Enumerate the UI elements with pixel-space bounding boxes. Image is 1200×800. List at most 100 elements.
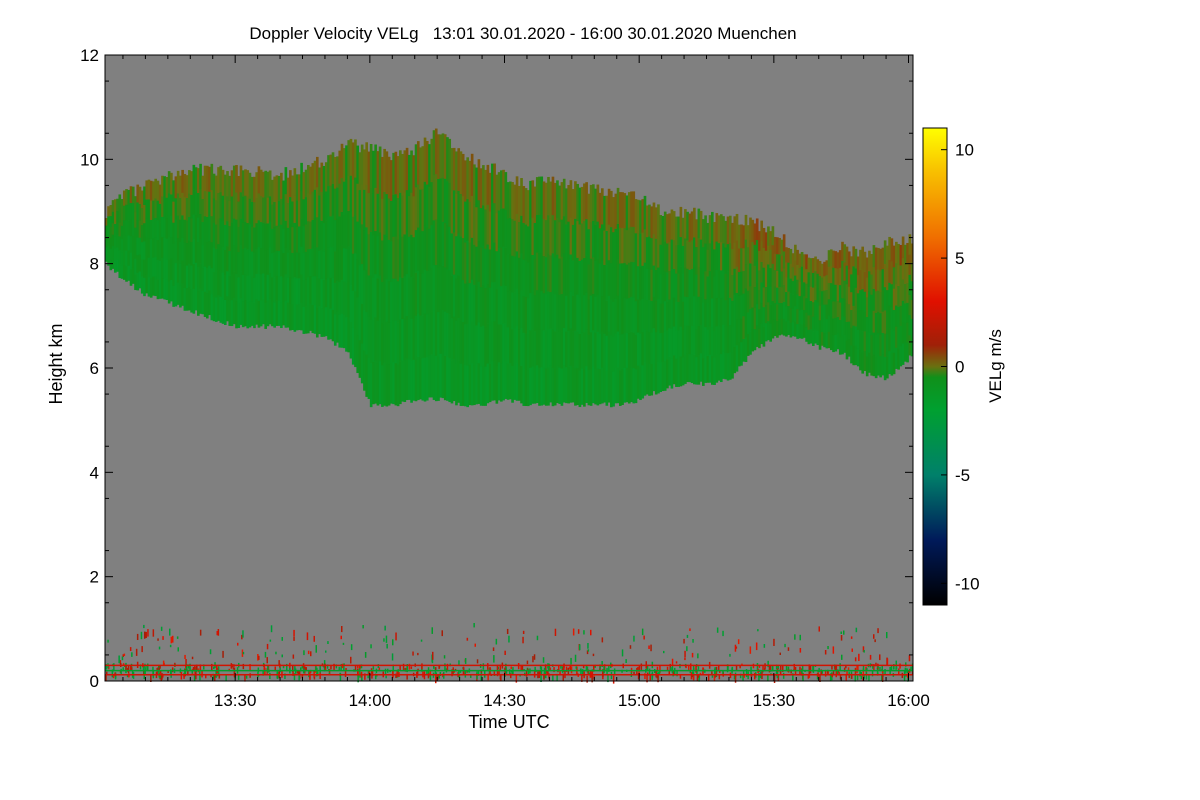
cloud-cell — [351, 216, 355, 254]
cloud-cell — [347, 140, 351, 176]
cloud-cell — [829, 299, 833, 317]
surface-echo — [119, 660, 122, 665]
cloud-cell — [403, 276, 407, 319]
cloud-cell — [149, 239, 153, 259]
surface-echo — [350, 656, 352, 664]
cloud-cell — [145, 199, 149, 219]
cloud-cell — [259, 273, 263, 301]
cloud-cell — [399, 277, 402, 320]
cloud-cell — [475, 246, 478, 287]
cloud-cell — [122, 235, 126, 251]
cloud-cell — [167, 281, 171, 304]
cloud-cell — [618, 334, 622, 371]
cloud-cell — [351, 327, 355, 365]
cloud-cell — [724, 299, 728, 327]
cloud-cell — [544, 331, 548, 369]
cloud-cell — [129, 235, 133, 253]
cloud-cell — [708, 326, 712, 355]
cloud-cell — [623, 193, 627, 229]
cloud-cell — [149, 200, 153, 220]
cloud-cell — [336, 311, 339, 343]
cloud-cell — [684, 209, 687, 239]
cloud-cell — [183, 264, 187, 289]
cloud-cell — [239, 298, 243, 325]
cloud-cell — [592, 184, 595, 222]
cloud-cell — [533, 186, 537, 223]
cloud-cell — [778, 302, 781, 320]
surface-echo — [733, 675, 736, 680]
cloud-cell — [592, 330, 595, 367]
cloud-cell — [324, 162, 328, 192]
cloud-cell — [381, 156, 384, 199]
surface-echo — [284, 673, 286, 679]
cloud-cell — [329, 185, 333, 217]
cloud-cell — [879, 248, 882, 271]
cloud-cell — [672, 268, 676, 298]
cloud-cell — [854, 268, 858, 288]
cloud-cell — [188, 170, 191, 194]
cloud-cell — [663, 330, 667, 361]
cloud-cell — [697, 237, 701, 268]
surface-echo — [558, 665, 560, 671]
cloud-cell — [874, 334, 878, 357]
surface-echo — [784, 643, 786, 648]
cloud-cell — [156, 239, 160, 260]
surface-echo — [552, 675, 554, 682]
cloud-cell — [277, 250, 281, 277]
cloud-cell — [466, 240, 469, 283]
cloud-cell — [529, 180, 532, 219]
cloud-cell — [497, 210, 501, 249]
cloud-cell — [717, 215, 721, 244]
surface-echo — [159, 665, 161, 669]
surface-echo — [499, 664, 501, 671]
cloud-cell — [495, 174, 499, 214]
cloud-cell — [354, 177, 357, 216]
cloud-cell — [441, 177, 445, 222]
surface-echo — [167, 670, 169, 673]
surface-echo — [711, 671, 713, 674]
cloud-cell — [807, 315, 811, 330]
cloud-cell — [116, 222, 119, 236]
cloud-cell — [753, 223, 757, 245]
surface-echo — [340, 664, 343, 669]
cloud-cell — [134, 227, 137, 244]
cloud-cell — [291, 175, 294, 202]
cloud-cell — [291, 226, 294, 253]
cloud-cell — [558, 330, 562, 368]
surface-echo — [106, 671, 108, 676]
cloud-cell — [423, 181, 427, 226]
cloud-cell — [226, 221, 229, 247]
cloud-cell — [616, 295, 620, 332]
cloud-cell — [221, 221, 225, 247]
cloud-cell — [347, 210, 351, 247]
surface-echo — [263, 664, 265, 672]
cloud-cell — [446, 356, 449, 401]
cloud-cell — [520, 328, 523, 366]
cloud-cell — [208, 216, 211, 242]
cloud-cell — [686, 296, 689, 326]
surface-echo — [779, 652, 781, 655]
cloud-cell — [158, 184, 162, 204]
cloud-cell — [901, 300, 905, 323]
surface-echo — [641, 628, 644, 636]
cloud-cell — [185, 220, 189, 244]
cloud-cell — [203, 266, 207, 292]
cloud-cell — [645, 331, 649, 363]
surface-echo — [890, 665, 893, 670]
cloud-cell — [598, 228, 602, 264]
cloud-cell — [556, 291, 559, 329]
cloud-cell — [455, 151, 458, 194]
surface-echo — [587, 643, 589, 649]
cloud-cell — [298, 200, 301, 227]
surface-echo — [636, 667, 638, 676]
cloud-cell — [253, 227, 256, 253]
cloud-cell — [657, 235, 660, 268]
cloud-cell — [381, 365, 384, 407]
cloud-cell — [120, 212, 124, 226]
cloud-cell — [825, 289, 829, 305]
surface-echo — [298, 675, 300, 681]
cloud-cell — [486, 323, 490, 364]
cloud-cell — [574, 367, 577, 406]
cloud-cell — [845, 321, 849, 341]
